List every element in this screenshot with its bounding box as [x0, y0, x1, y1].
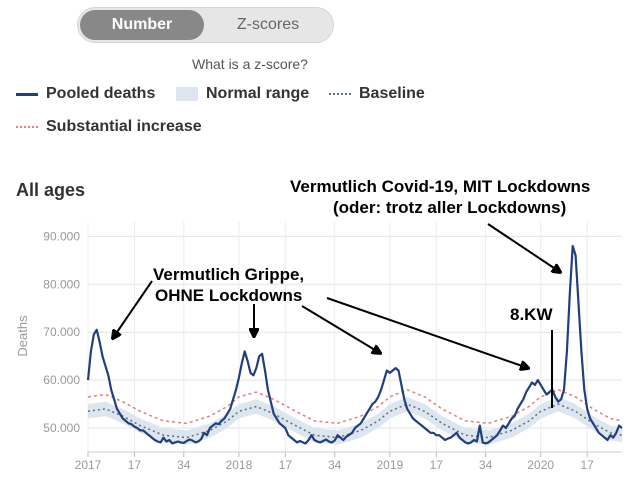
zscores-toggle-button[interactable]: Z-scores: [236, 16, 300, 33]
section-title: All ages: [16, 180, 86, 200]
zscore-help-link[interactable]: What is a z-score?: [192, 56, 308, 72]
y-tick-label: 60.000: [43, 373, 80, 387]
x-tick-label: 34: [177, 458, 191, 472]
x-tick-label: 17: [580, 458, 594, 472]
legend-pooled[interactable]: Pooled deaths: [16, 85, 155, 103]
arrow-flu-2019: [301, 305, 380, 353]
y-tick-label: 70.000: [43, 325, 80, 339]
annotation-flu-line1: Vermutlich Grippe,: [153, 265, 305, 284]
legend-normal[interactable]: Normal range: [176, 85, 309, 103]
legend-baseline-label: Baseline: [359, 85, 425, 102]
legend-pooled-label: Pooled deaths: [46, 85, 156, 102]
pooled-swatch: [16, 92, 38, 96]
substantial-increase-line: [87, 388, 623, 425]
x-tick-label: 34: [328, 458, 342, 472]
baseline-swatch: [329, 93, 351, 95]
y-axis-label: Deaths: [15, 315, 30, 357]
arrow-flu-2017: [113, 280, 153, 338]
legend-normal-label: Normal range: [206, 85, 310, 102]
y-tick-label: 50.000: [43, 421, 80, 435]
pooled-deaths-line: [86, 244, 623, 445]
view-toggle: Number Z-scores: [77, 7, 334, 43]
x-tick-label: 17: [430, 458, 444, 472]
y-tick-label: 80.000: [43, 277, 80, 291]
x-tick-label: 2020: [527, 458, 554, 472]
substantial-swatch: [16, 126, 38, 128]
x-tick-label: 17: [279, 458, 293, 472]
annotation-flu-line2: OHNE Lockdowns: [155, 286, 303, 305]
legend-baseline[interactable]: Baseline: [329, 85, 425, 103]
annotation-covid-line2: (oder: trotz aller Lockdowns): [333, 198, 567, 217]
normal-range-band: [88, 396, 622, 445]
arrow-covid: [487, 223, 560, 272]
legend-substantial[interactable]: Substantial increase: [16, 118, 202, 136]
x-tick-label: 2017: [75, 458, 102, 472]
baseline-line: [87, 403, 623, 439]
x-tick-label: 2019: [376, 458, 403, 472]
x-tick-label: 2018: [226, 458, 253, 472]
number-toggle-button[interactable]: Number: [80, 10, 204, 40]
normal-swatch: [176, 87, 198, 101]
annotation-kw8: 8.KW: [510, 305, 553, 324]
x-tick-label: 17: [128, 458, 142, 472]
x-tick-label: 34: [479, 458, 493, 472]
arrow-flu-2020: [326, 297, 528, 368]
y-tick-label: 90.000: [43, 229, 80, 243]
legend-substantial-label: Substantial increase: [46, 118, 202, 135]
annotation-covid-line1: Vermutlich Covid-19, MIT Lockdowns: [290, 177, 591, 196]
